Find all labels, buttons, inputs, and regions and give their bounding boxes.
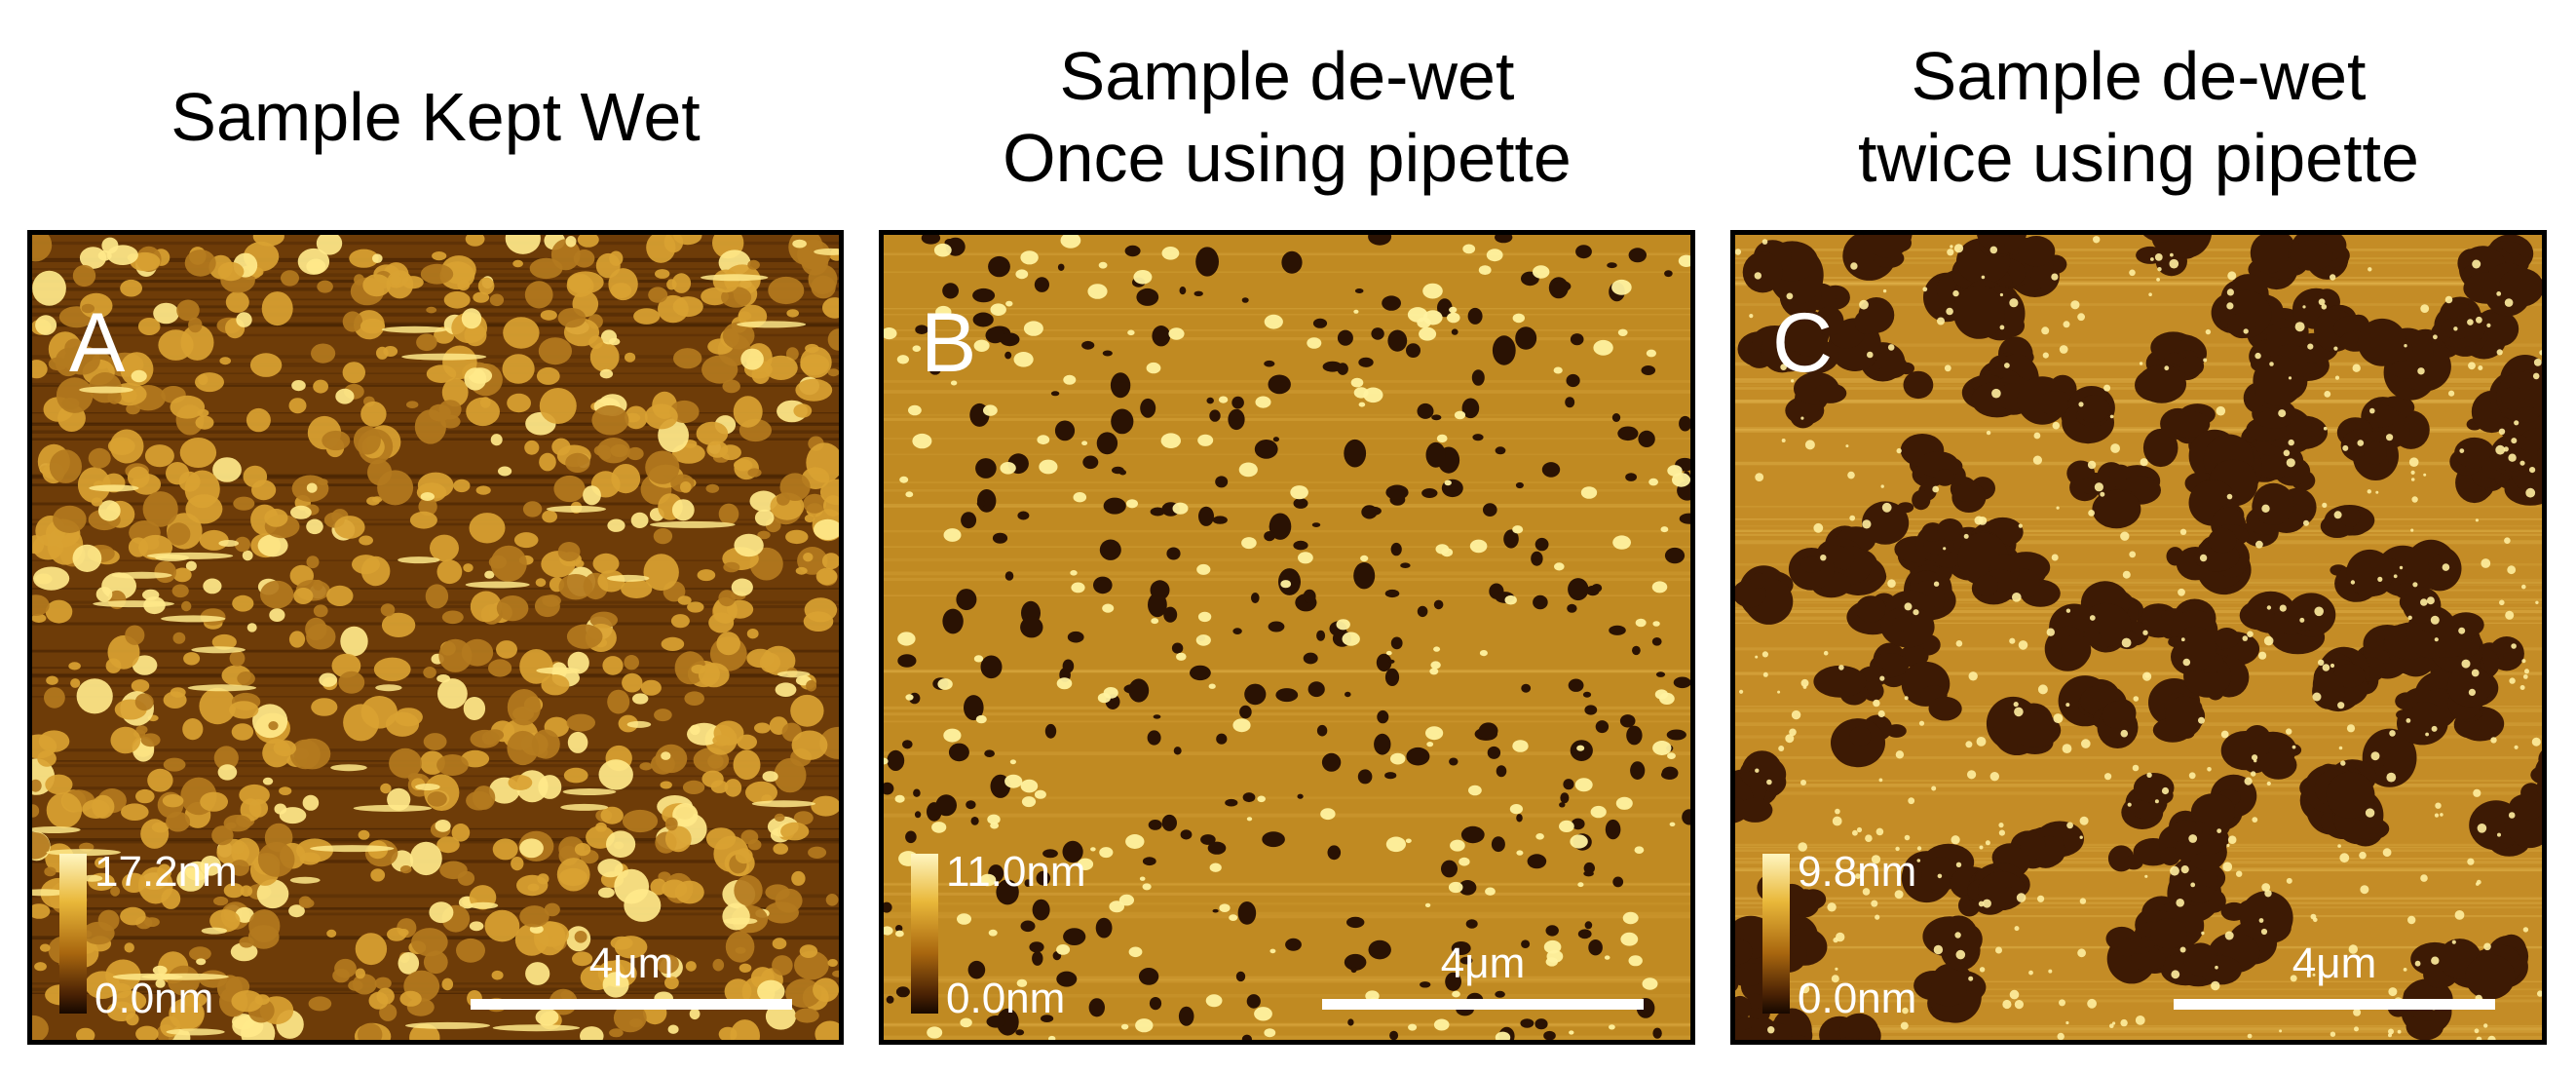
colorbar-min-b: 0.0nm [946, 975, 1066, 1022]
scalebar-c [2174, 999, 2495, 1010]
colorbar-min-a: 0.0nm [95, 975, 214, 1022]
colorbar-min-c: 0.0nm [1798, 975, 1917, 1022]
panel-c-title: Sample de-wet twice using pipette [1858, 38, 2419, 196]
panel-a: Sample Kept Wet A 17.2nm 0.0nm 4μm [27, 0, 844, 1073]
scalebar-b [1322, 999, 1644, 1010]
height-colorbar-b [911, 854, 938, 1014]
scalebar-label-b: 4μm [1440, 939, 1526, 987]
height-colorbar-c [1762, 854, 1790, 1014]
colorbar-max-c: 9.8nm [1798, 848, 1917, 896]
scalebar-a [471, 999, 792, 1010]
panel-letter-b: B [921, 296, 977, 390]
panel-b-title: Sample de-wet Once using pipette [1003, 38, 1572, 196]
afm-topography-a [32, 235, 839, 1040]
afm-image-c: C 9.8nm 0.0nm 4μm [1730, 230, 2547, 1045]
height-colorbar-a [59, 854, 87, 1014]
panel-letter-c: C [1772, 296, 1834, 390]
afm-image-a: A 17.2nm 0.0nm 4μm [27, 230, 844, 1045]
colorbar-max-b: 11.0nm [946, 848, 1086, 896]
panel-c: Sample de-wet twice using pipette C 9.8n… [1730, 0, 2547, 1073]
panel-a-title: Sample Kept Wet [170, 79, 701, 155]
afm-topography-c [1735, 235, 2542, 1040]
panel-b: Sample de-wet Once using pipette B 11.0n… [879, 0, 1695, 1073]
scalebar-label-c: 4μm [2292, 939, 2377, 987]
colorbar-max-a: 17.2nm [95, 848, 238, 896]
panel-letter-a: A [69, 296, 126, 390]
scalebar-label-a: 4μm [588, 939, 674, 987]
afm-image-b: B 11.0nm 0.0nm 4μm [879, 230, 1695, 1045]
afm-topography-b [884, 235, 1690, 1040]
